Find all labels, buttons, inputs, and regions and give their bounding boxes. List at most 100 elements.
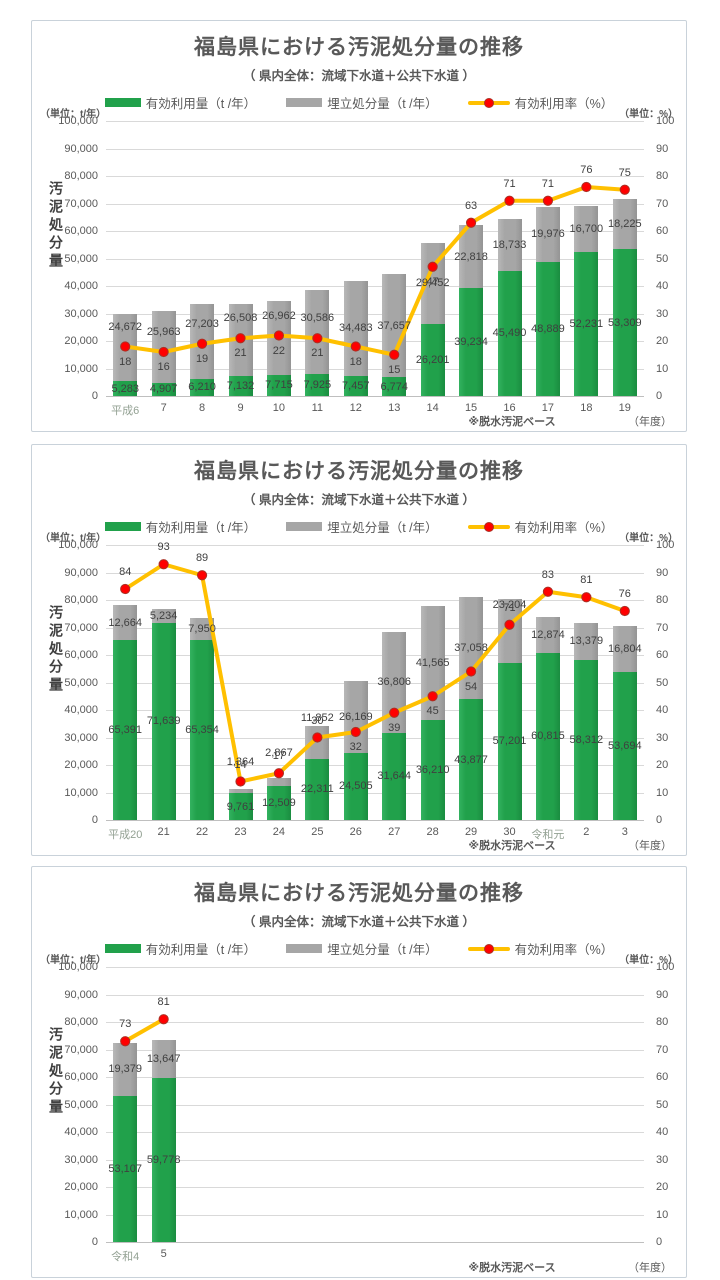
bar-green-segment bbox=[459, 699, 484, 820]
y-tick-right: 60 bbox=[656, 649, 669, 661]
bar-green-segment bbox=[420, 323, 445, 396]
legend-label: 埋立処分量（t /年） bbox=[327, 97, 438, 111]
rate-marker bbox=[158, 1014, 169, 1025]
y-tick-left: 40,000 bbox=[64, 704, 98, 716]
gridline bbox=[106, 765, 644, 766]
rate-line bbox=[123, 1017, 166, 1044]
bar-value-label-green: 7,132 bbox=[226, 380, 255, 393]
bar-value-label-green: 26,201 bbox=[415, 353, 450, 366]
bar-green-segment bbox=[228, 376, 253, 396]
green-bar-swatch-icon bbox=[104, 522, 141, 531]
rate-marker bbox=[581, 181, 592, 193]
rate-marker bbox=[158, 346, 169, 358]
bar-gray-segment bbox=[151, 1040, 176, 1078]
bar-green-segment bbox=[343, 375, 368, 396]
rate-value-label: 39 bbox=[388, 721, 401, 734]
gray-bar-swatch-icon bbox=[286, 944, 323, 953]
y-tick-left: 60,000 bbox=[64, 225, 98, 237]
rate-line-svg bbox=[120, 1014, 169, 1047]
chart-title: 福島県における汚泥処分量の推移 bbox=[194, 460, 524, 483]
green-bar-swatch-icon bbox=[104, 944, 141, 953]
y-tick-right: 50 bbox=[656, 1098, 669, 1111]
y-tick-left: 90,000 bbox=[64, 566, 98, 579]
chart-panel-1: 福島県における汚泥処分量の推移 （ 県内全体：流域下水道＋公共下水道 ） 有効利… bbox=[31, 20, 687, 432]
gridline bbox=[106, 1132, 644, 1133]
y-tick-right: 70 bbox=[656, 1043, 669, 1056]
x-tick-label: 24 bbox=[272, 826, 286, 838]
gridline bbox=[106, 627, 644, 629]
bar-green-segment bbox=[113, 640, 138, 820]
x-axis-line bbox=[106, 396, 644, 397]
gridline bbox=[106, 1187, 644, 1188]
legend-item-effective-use: 有効利用量（t /年） bbox=[104, 517, 256, 536]
bar-green-segment bbox=[343, 752, 368, 820]
y-tick-left: 30,000 bbox=[64, 731, 98, 744]
bar-value-label-gray: 27,203 bbox=[185, 317, 219, 330]
footnote: ※脱水汚泥ベース bbox=[468, 416, 556, 428]
chart-legend: 有効利用量（t /年） 埋立処分量（t /年） 有効利用率（%） bbox=[32, 939, 686, 958]
y-tick-right: 100 bbox=[656, 961, 675, 973]
legend-item-landfill: 埋立処分量（t /年） bbox=[286, 517, 438, 536]
gridline bbox=[106, 572, 644, 574]
gridline bbox=[106, 967, 644, 968]
y-tick-left: 30,000 bbox=[64, 307, 98, 320]
legend-label: 有効利用率（%） bbox=[514, 521, 614, 535]
rate-marker bbox=[581, 592, 592, 603]
bar-gray-segment bbox=[459, 225, 484, 289]
bar-green-segment bbox=[420, 720, 445, 820]
gridline bbox=[106, 176, 644, 177]
chart-title: 福島県における汚泥処分量の推移 bbox=[194, 882, 524, 905]
line-marker-swatch-icon bbox=[467, 521, 510, 532]
rate-marker bbox=[504, 195, 515, 206]
rate-line-svg bbox=[120, 559, 630, 787]
bar-value-label-gray: 36,806 bbox=[377, 676, 412, 689]
rate-value-label: 71 bbox=[541, 177, 555, 190]
chart-panel-2: 福島県における汚泥処分量の推移 （ 県内全体：流域下水道＋公共下水道 ） 有効利… bbox=[31, 444, 687, 856]
gridline bbox=[106, 313, 644, 315]
right-axis-unit: （単位：%） bbox=[619, 109, 678, 120]
rate-value-label: 16 bbox=[157, 361, 170, 373]
rate-value-label: 71 bbox=[503, 177, 516, 190]
bar-green-segment bbox=[497, 270, 522, 396]
rate-marker bbox=[120, 341, 131, 352]
bar-value-label-gray: 29,452 bbox=[415, 277, 450, 290]
y-tick-left: 0 bbox=[91, 1236, 98, 1248]
legend-label: 有効利用率（%） bbox=[514, 943, 614, 957]
rate-line bbox=[123, 562, 627, 784]
y-tick-right: 50 bbox=[656, 252, 669, 265]
y-tick-right: 80 bbox=[656, 1016, 669, 1028]
y-tick-left: 90,000 bbox=[64, 988, 98, 1001]
y-tick-right: 50 bbox=[656, 676, 669, 689]
bar-value-label-gray: 12,664 bbox=[108, 616, 143, 629]
bar-value-label-gray: 12,874 bbox=[531, 629, 565, 642]
bar-value-label-green: 36,210 bbox=[415, 764, 450, 777]
bar-value-label-gray: 25,963 bbox=[146, 326, 181, 338]
bar-green-segment bbox=[228, 793, 253, 820]
gridline bbox=[106, 1214, 644, 1216]
bar-green-segment bbox=[113, 381, 138, 396]
gray-bar-swatch-icon bbox=[286, 522, 323, 531]
y-tick-left: 100,000 bbox=[58, 539, 98, 551]
legend-item-landfill: 埋立処分量（t /年） bbox=[286, 93, 438, 112]
bar-value-label-gray: 26,169 bbox=[338, 710, 373, 723]
bar-gray-segment bbox=[497, 219, 522, 271]
bar-green-segment bbox=[190, 378, 215, 396]
bar-gray-segment bbox=[612, 199, 637, 250]
green-bar-swatch-icon bbox=[104, 98, 141, 107]
x-tick-label: 25 bbox=[311, 826, 324, 838]
x-tick-label: 18 bbox=[580, 402, 593, 414]
y-tick-left: 60,000 bbox=[64, 649, 98, 661]
plot-area: 0 0 10,000 10 20,000 20 30,000 30 40,000 40 50,000… bbox=[58, 115, 674, 417]
gridline bbox=[106, 655, 644, 656]
rate-marker bbox=[389, 349, 400, 360]
x-tick-label: 22 bbox=[195, 826, 209, 838]
x-tick-label: 14 bbox=[426, 402, 439, 414]
bar-gray-segment bbox=[574, 622, 599, 660]
bar-green-segment bbox=[612, 672, 637, 820]
rate-value-label: 63 bbox=[464, 199, 478, 212]
bar-value-label-green: 53,309 bbox=[607, 316, 642, 329]
bar-value-label-green: 4,907 bbox=[149, 383, 178, 396]
bar-gray-segment bbox=[497, 598, 522, 663]
gridline bbox=[106, 545, 644, 546]
x-tick-label: 令和4 bbox=[111, 1251, 140, 1263]
